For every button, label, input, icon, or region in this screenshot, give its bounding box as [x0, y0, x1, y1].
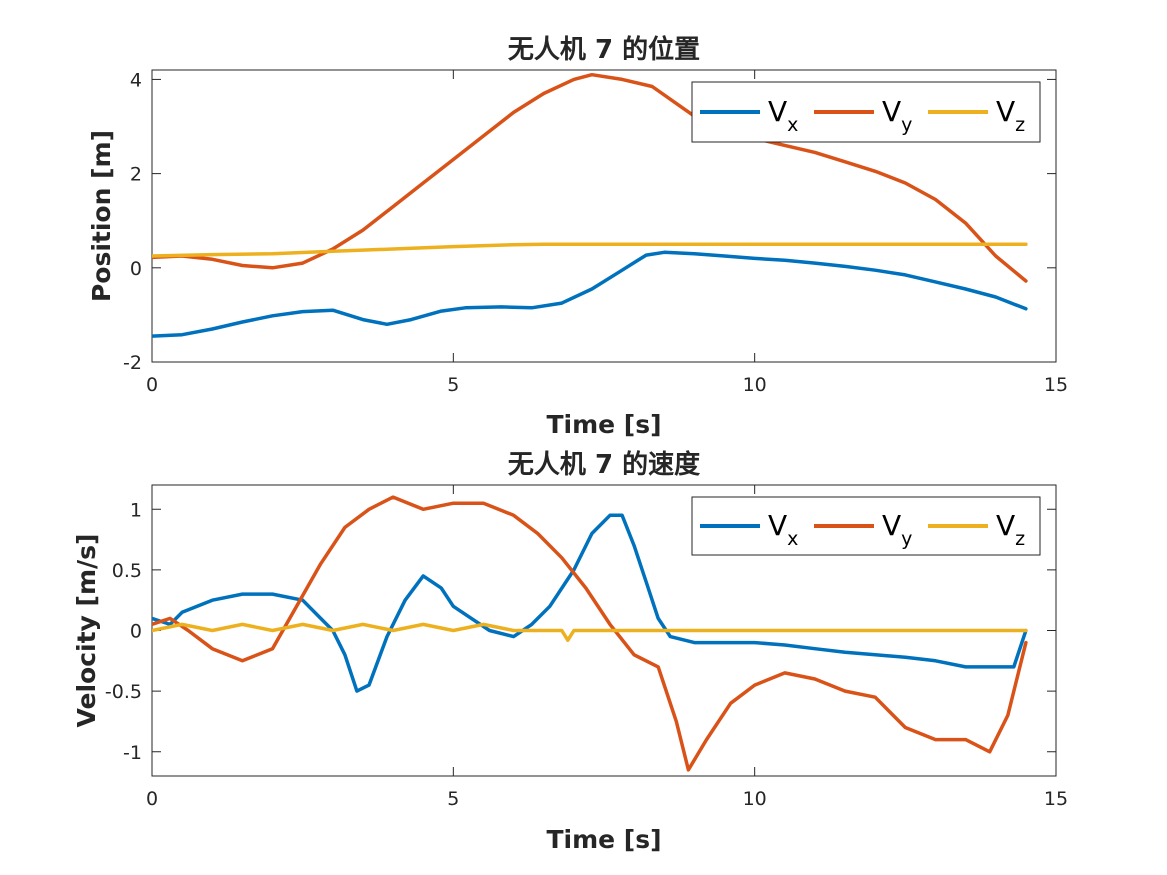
legend-subscript: z: [1015, 114, 1025, 136]
series-group: [152, 495, 1028, 772]
chart-title: 无人机 7 的位置: [508, 34, 700, 65]
x-tick-label: 10: [743, 788, 767, 810]
y-tick-label: 0.5: [112, 560, 142, 582]
series-line-vz: [152, 242, 1028, 258]
x-axis-label: Time [s]: [546, 825, 661, 854]
legend-subscript: x: [787, 114, 798, 136]
y-tick-label: -1: [123, 742, 142, 764]
y-tick-label: 2: [130, 164, 142, 186]
plot-area: [151, 69, 1057, 363]
y-axis-label: Position [m]: [87, 130, 116, 302]
x-tick-label: 10: [743, 374, 767, 396]
series-line-vx: [152, 250, 1028, 338]
series-line-vy: [152, 72, 1028, 283]
legend-subscript: y: [901, 528, 912, 550]
y-tick-label: 4: [130, 69, 142, 91]
x-tick-label: 0: [146, 374, 158, 396]
series-line-vy: [152, 495, 1028, 772]
y-tick-label: 0: [130, 621, 142, 643]
y-tick-label: -2: [123, 352, 142, 374]
x-tick-label: 15: [1044, 788, 1068, 810]
y-tick-label: 0: [130, 258, 142, 280]
x-tick-label: 15: [1044, 374, 1068, 396]
x-tick-label: 5: [447, 374, 459, 396]
y-tick-label: 1: [130, 499, 142, 521]
x-tick-label: 5: [447, 788, 459, 810]
legend: Vx Vy Vz: [691, 81, 1041, 143]
y-tick-label: -0.5: [105, 681, 142, 703]
y-axis-label: Velocity [m/s]: [72, 534, 101, 728]
legend-subscript: x: [787, 528, 798, 550]
x-axis-label: Time [s]: [546, 410, 661, 439]
legend: Vx Vy Vz: [691, 496, 1041, 556]
series-group: [152, 72, 1028, 338]
velocity-chart: 0 5 10 15 -1 -0.5 0 0.5 1 无人机 7 的速度 Time [s] Veloci…: [72, 449, 1068, 854]
series-line-vx: [152, 513, 1028, 693]
legend-subscript: z: [1015, 528, 1025, 550]
x-tick-label: 0: [146, 788, 158, 810]
series-line-vz: [152, 622, 1028, 642]
legend-subscript: y: [901, 114, 912, 136]
chart-title: 无人机 7 的速度: [508, 449, 700, 480]
